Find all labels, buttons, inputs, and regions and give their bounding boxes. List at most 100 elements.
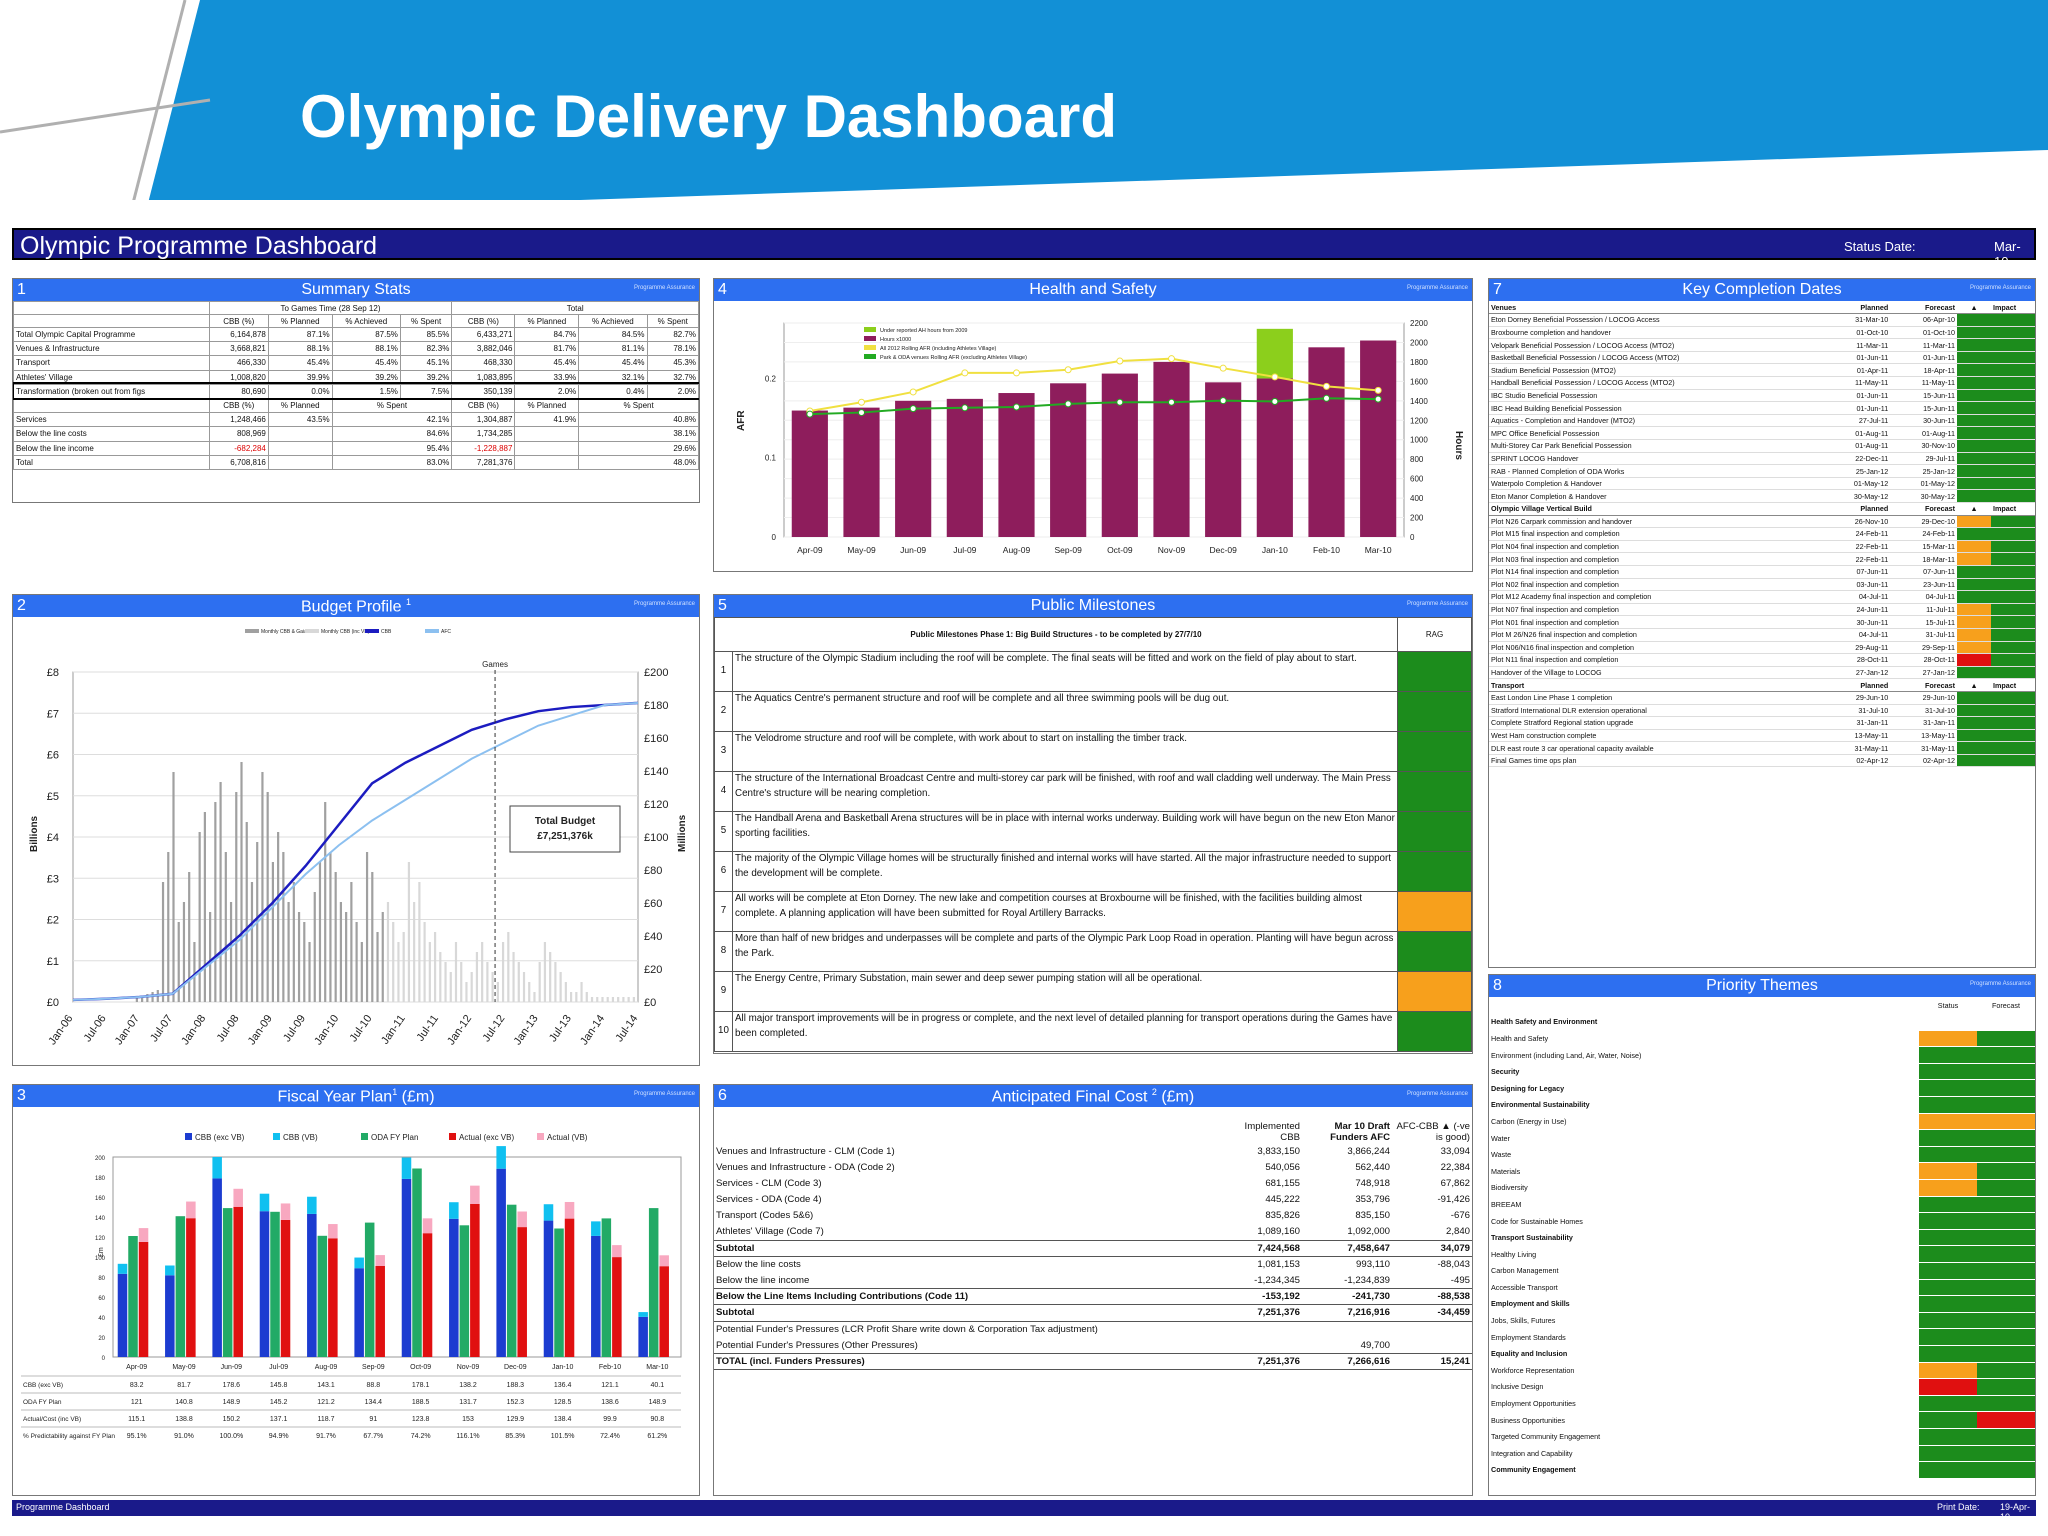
panel-link[interactable]: Programme Assurance — [1969, 981, 2031, 987]
milestone-text: The majority of the Olympic Village home… — [732, 851, 1398, 892]
theme-status — [1919, 1295, 1977, 1313]
table-cell: 39.9% — [267, 369, 333, 385]
left-tick-label: 0 — [772, 533, 777, 542]
fy-bar-vb — [280, 1203, 291, 1220]
afc-value: -676 — [1450, 1210, 1470, 1222]
afr-point — [909, 388, 917, 396]
forecast-heading: Forecast — [1890, 301, 1957, 315]
theme-status — [1919, 1445, 1977, 1463]
planned-date: 22-Feb-11 — [1823, 552, 1891, 566]
milestone-name: Stadium Beneficial Possession (MTO2) — [1489, 363, 1824, 378]
x-tick-label: Oct-09 — [1107, 545, 1133, 555]
panel-link[interactable]: Programme Assurance — [1406, 1091, 1468, 1097]
planned-date: 31-Jan-11 — [1823, 716, 1891, 730]
milestone-name: Plot N07 final inspection and completion — [1489, 603, 1824, 617]
afc-value: -495 — [1450, 1274, 1470, 1286]
fy-bar — [554, 1228, 564, 1357]
table-row: Waterpolo Completion & Handover 01-May-12… — [1489, 477, 2035, 491]
theme-row: Employment and Skills — [1489, 1295, 2035, 1313]
column-header: CBB (%) — [208, 314, 269, 328]
afr-line — [809, 397, 1379, 416]
x-tick-label: Jul-09 — [269, 1364, 288, 1371]
afc-label: Services - CLM (Code 3) — [716, 1177, 822, 1189]
table-cell: 78.1% — [646, 341, 699, 357]
row-label: ODA FY Plan — [23, 1399, 62, 1406]
row-value: 153 — [462, 1416, 474, 1423]
rag-status — [1957, 527, 1991, 541]
planned-date: 31-Jul-10 — [1823, 704, 1891, 718]
milestone-text: All major transport improvements will be… — [732, 1011, 1398, 1052]
milestone-name: Multi-Storey Car Park Beneficial Possess… — [1489, 439, 1824, 453]
afc-row: Subtotal 7,424,568 7,458,647 34,079 — [714, 1239, 1472, 1257]
forecast-date: 01-Jun-11 — [1890, 351, 1957, 365]
monthly-spend-bar — [501, 942, 505, 1002]
fy-bar — [412, 1168, 422, 1357]
theme-name: Environment (including Land, Air, Water,… — [1491, 1050, 1642, 1060]
forecast-date: 31-Jul-11 — [1890, 628, 1957, 642]
column-header: CBB (%) — [451, 397, 516, 414]
monthly-spend-bar — [292, 882, 295, 1002]
monthly-spend-bar — [161, 882, 165, 1002]
afr-point — [1323, 382, 1330, 390]
under-reported-bar — [1256, 328, 1293, 379]
theme-name: Health Safety and Environment — [1491, 1017, 1598, 1027]
table-cell: 32.1% — [578, 369, 648, 385]
status-date-label: Status Date: — [1844, 239, 1916, 254]
theme-forecast — [1977, 1113, 2035, 1131]
table-cell: 84.6% — [331, 426, 453, 442]
forecast-date: 31-Jan-11 — [1890, 716, 1957, 730]
table-cell: Transport — [13, 355, 210, 371]
right-tick-label: £60 — [644, 898, 662, 910]
fy-bar-vb — [591, 1221, 601, 1236]
theme-name: Targeted Community Engagement — [1491, 1432, 1601, 1442]
table-cell: 468,330 — [451, 355, 516, 371]
panel-link[interactable]: Programme Assurance — [633, 285, 695, 291]
panel-link[interactable]: Programme Assurance — [1406, 601, 1468, 607]
afr-point — [1219, 364, 1227, 372]
panel-link[interactable]: Programme Assurance — [633, 1091, 695, 1097]
row-value: 129.9 — [507, 1416, 525, 1423]
panel-link[interactable]: Programme Assurance — [1406, 285, 1468, 291]
rag-status — [1957, 401, 1991, 415]
fy-bar — [328, 1238, 338, 1357]
monthly-spend-bar — [423, 922, 426, 1002]
afc-value — [1232, 1337, 1302, 1353]
theme-forecast — [1977, 1129, 2035, 1147]
planned-date: 30-May-12 — [1823, 489, 1891, 503]
status-col-heading: Status — [1937, 1000, 1959, 1010]
x-tick-label: Aug-09 — [1003, 545, 1031, 555]
monthly-spend-bar — [585, 992, 588, 1002]
milestone-number: 7 — [714, 891, 733, 932]
panel-link[interactable]: Programme Assurance — [1969, 285, 2031, 291]
table-cell: 42.1% — [331, 412, 453, 428]
impact-cell — [1991, 716, 2035, 730]
table-cell: 48.0% — [578, 454, 699, 470]
table-row: Complete Stratford Regional station upgr… — [1489, 716, 2035, 730]
y-tick-label: 80 — [98, 1276, 105, 1282]
milestone-name: West Ham construction complete — [1489, 729, 1824, 743]
table-cell: 87.1% — [267, 326, 333, 343]
panel-link[interactable]: Programme Assurance — [633, 601, 695, 607]
column-header: % Spent — [399, 314, 453, 328]
row-value: 123.8 — [412, 1416, 430, 1423]
theme-forecast — [1977, 1046, 2035, 1064]
left-tick-label: £0 — [47, 997, 59, 1009]
legend-swatch — [245, 629, 259, 633]
table-cell: Services — [13, 412, 210, 428]
hours-bar — [1205, 382, 1242, 537]
monthly-spend-bar — [193, 942, 196, 1002]
forecast-date: 06-Apr-10 — [1890, 313, 1957, 327]
x-tick-label: Apr-09 — [797, 545, 823, 555]
fy-bar-vb — [422, 1218, 433, 1234]
table-row: Eton Dorney Beneficial Possession / LOCO… — [1489, 313, 2035, 327]
milestone-name: Waterpolo Completion & Handover — [1489, 477, 1824, 491]
right-tick-label: £120 — [644, 799, 668, 811]
fy-bar-vb — [375, 1255, 385, 1266]
impact-heading: Impact — [1991, 678, 2035, 692]
planned-date: 27-Jul-11 — [1823, 414, 1891, 428]
x-tick-label: Jul-10 — [348, 1013, 375, 1044]
legend-swatch — [361, 1133, 368, 1140]
table-cell: 81.1% — [578, 341, 648, 357]
planned-date: 13-May-11 — [1823, 729, 1891, 743]
panel-title-footnote: 1 — [392, 1087, 398, 1097]
